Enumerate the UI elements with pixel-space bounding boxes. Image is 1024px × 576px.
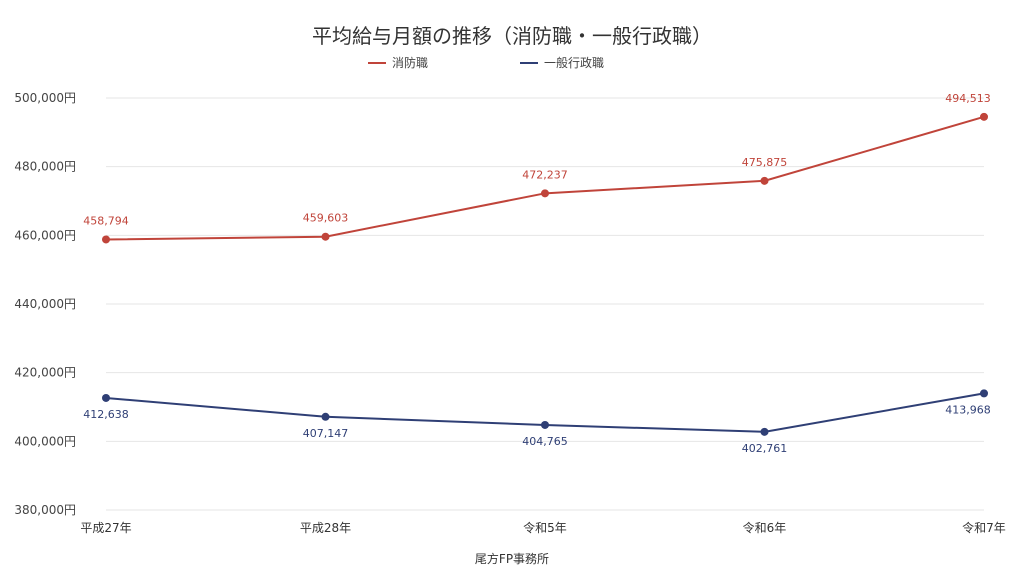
data-point-fire xyxy=(102,235,110,244)
data-point-admin xyxy=(321,412,330,421)
data-point-admin xyxy=(980,389,988,398)
data-point-fire xyxy=(541,189,549,198)
y-tick-label: 480,000円 xyxy=(14,160,76,174)
data-point-admin xyxy=(760,427,769,436)
data-label-fire: 458,794 xyxy=(83,214,129,227)
x-tick-label: 令和5年 xyxy=(523,520,567,535)
data-point-fire xyxy=(321,232,330,241)
legend-swatch-admin xyxy=(520,61,538,64)
data-label-admin: 413,968 xyxy=(945,403,991,416)
data-label-admin: 404,765 xyxy=(522,435,568,448)
data-label-admin: 402,761 xyxy=(742,442,788,455)
footer-credit: 尾方FP事務所 xyxy=(474,552,550,566)
data-point-admin xyxy=(541,420,549,429)
legend-label-fire: 消防職 xyxy=(392,56,429,70)
data-label-admin: 407,147 xyxy=(303,427,349,440)
legend-item-admin: 一般行政職 xyxy=(520,54,604,71)
y-tick-label: 400,000円 xyxy=(14,434,76,448)
legend-label-admin: 一般行政職 xyxy=(544,56,605,70)
chart-title: 平均給与月額の推移（消防職・一般行政職） xyxy=(312,24,712,48)
y-tick-label: 440,000円 xyxy=(14,297,76,311)
data-label-fire: 475,875 xyxy=(742,156,788,169)
x-tick-label: 平成27年 xyxy=(80,521,131,535)
data-label-fire: 459,603 xyxy=(303,212,349,225)
data-point-fire xyxy=(980,112,988,121)
data-label-fire: 472,237 xyxy=(522,168,568,181)
data-point-fire xyxy=(760,176,769,185)
x-tick-label: 令和6年 xyxy=(743,520,787,535)
x-tick-label: 平成28年 xyxy=(300,521,351,535)
y-tick-label: 380,000円 xyxy=(14,503,76,517)
legend-swatch-fire xyxy=(368,61,386,64)
y-tick-label: 460,000円 xyxy=(14,228,76,242)
data-label-fire: 494,513 xyxy=(945,92,991,105)
data-label-admin: 412,638 xyxy=(83,408,129,421)
legend-item-fire: 消防職 xyxy=(368,54,428,71)
legend: 消防職 一般行政職 xyxy=(0,54,1024,70)
y-tick-label: 420,000円 xyxy=(14,366,76,380)
y-tick-label: 500,000円 xyxy=(14,91,76,105)
data-point-admin xyxy=(102,393,110,402)
x-tick-label: 令和7年 xyxy=(962,520,1006,535)
